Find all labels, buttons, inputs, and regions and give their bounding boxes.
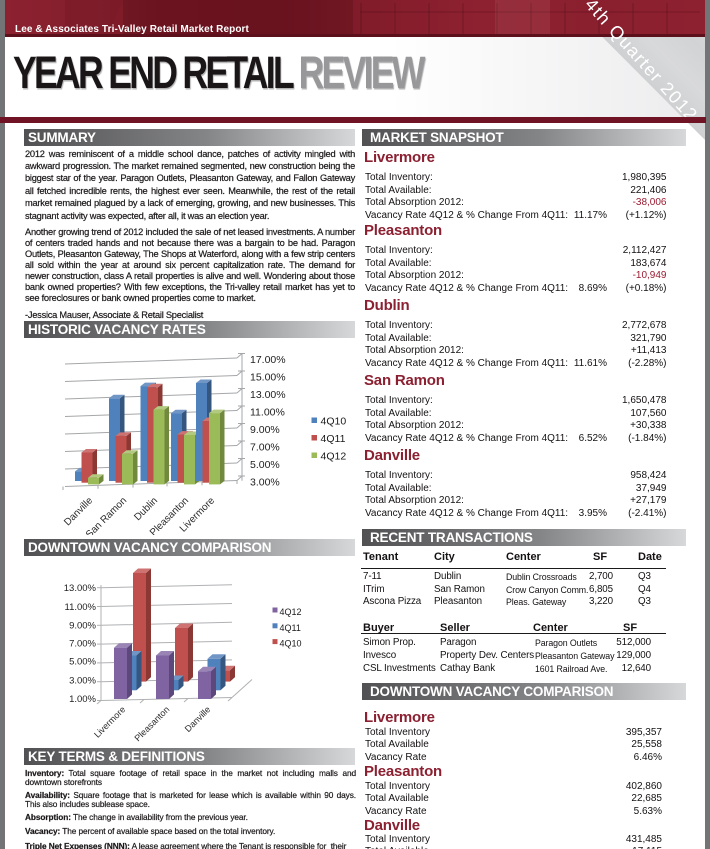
svg-text:13.00%: 13.00%	[64, 583, 97, 594]
svg-text:7.00%: 7.00%	[69, 639, 96, 650]
svg-text:5.00%: 5.00%	[250, 459, 280, 471]
svg-text:9.00%: 9.00%	[250, 424, 280, 436]
svg-text:4Q12: 4Q12	[321, 451, 347, 463]
svg-text:4Q10: 4Q10	[321, 416, 347, 428]
svg-text:15.00%: 15.00%	[250, 372, 286, 384]
svg-text:Danville: Danville	[183, 704, 213, 734]
svg-text:4Q12: 4Q12	[280, 607, 302, 617]
svg-text:9.00%: 9.00%	[69, 621, 96, 632]
svg-text:1.00%: 1.00%	[69, 694, 96, 705]
svg-text:3.00%: 3.00%	[69, 676, 96, 687]
svg-text:5.00%: 5.00%	[69, 657, 96, 668]
svg-text:3.00%: 3.00%	[250, 477, 280, 489]
svg-text:17.00%: 17.00%	[250, 354, 286, 366]
svg-text:4th Quarter 2012: 4th Quarter 2012	[581, 0, 702, 125]
svg-text:Dublin: Dublin	[132, 495, 160, 523]
svg-text:Livermore: Livermore	[92, 704, 127, 739]
svg-text:4Q11: 4Q11	[321, 433, 346, 445]
svg-text:11.00%: 11.00%	[250, 407, 285, 419]
svg-text:Danville: Danville	[62, 495, 95, 528]
svg-text:4Q11: 4Q11	[280, 623, 301, 633]
svg-text:13.00%: 13.00%	[250, 389, 286, 401]
svg-text:Pleasanton: Pleasanton	[132, 704, 171, 743]
svg-text:11.00%: 11.00%	[64, 602, 96, 613]
svg-text:4Q10: 4Q10	[280, 639, 302, 649]
svg-text:7.00%: 7.00%	[250, 442, 280, 454]
